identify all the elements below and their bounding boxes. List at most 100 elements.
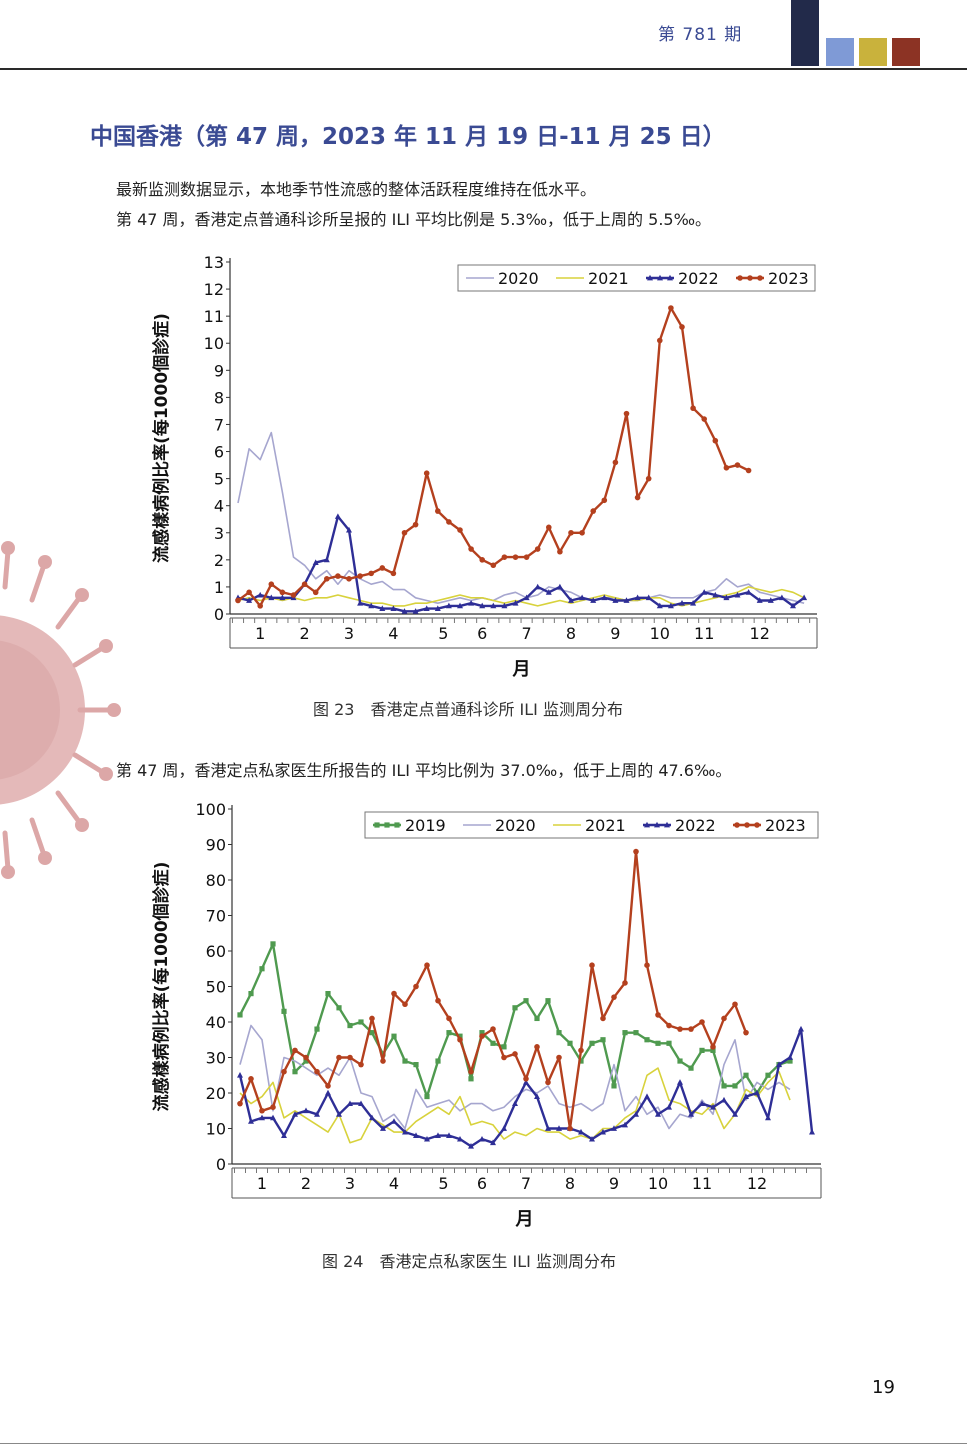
- point-2023: [745, 467, 752, 474]
- point-2019: [688, 1065, 694, 1071]
- point-2022: [259, 1114, 265, 1121]
- month-label: 5: [438, 1174, 448, 1193]
- point-2022: [701, 589, 708, 595]
- point-2022: [622, 1121, 628, 1128]
- point-2022: [434, 605, 441, 611]
- point-2022: [346, 526, 352, 533]
- point-2023: [701, 416, 707, 422]
- point-2023: [325, 1083, 331, 1089]
- point-2023: [259, 1107, 265, 1114]
- point-2023: [369, 1015, 375, 1022]
- point-2022: [754, 1089, 760, 1096]
- point-2023: [324, 576, 330, 582]
- point-2022: [534, 1093, 540, 1099]
- legend-marker-2022: [657, 274, 663, 281]
- point-2023: [290, 592, 297, 598]
- point-2022: [790, 602, 796, 609]
- point-2022: [734, 591, 741, 598]
- series-line-2021: [237, 586, 805, 607]
- point-2023: [380, 1058, 386, 1064]
- point-2022: [677, 1079, 683, 1085]
- point-2022: [279, 594, 286, 601]
- point-2022: [776, 1061, 782, 1067]
- point-2023: [281, 1068, 287, 1075]
- y-tick-label: 10: [206, 1120, 226, 1139]
- point-2019: [292, 1069, 298, 1075]
- point-2022: [545, 1125, 551, 1131]
- series-line-2021: [239, 1067, 791, 1144]
- point-2019: [446, 1030, 452, 1036]
- legend-label-2023: 2023: [765, 816, 806, 835]
- point-2023: [690, 405, 696, 412]
- header-block-red: [892, 38, 920, 66]
- point-2022: [556, 1125, 562, 1131]
- point-2022: [743, 1093, 749, 1099]
- point-2019: [622, 1030, 628, 1036]
- point-2023: [357, 573, 363, 579]
- point-2019: [710, 1047, 716, 1053]
- point-2019: [545, 998, 551, 1004]
- point-2023: [644, 962, 650, 968]
- point-2023: [600, 1015, 606, 1022]
- legend-label-2022: 2022: [675, 816, 716, 835]
- virus-illustration: [0, 541, 121, 879]
- point-2022: [446, 1132, 452, 1138]
- point-2019: [567, 1040, 573, 1046]
- point-2023: [347, 1054, 353, 1061]
- point-2022: [767, 597, 774, 603]
- point-2022: [600, 1128, 606, 1135]
- chart-private-doctor-ili: 流感樣病例比率(每1000個診症) 0 10 20 30 40 50 60 70 80 90 100 1…: [151, 800, 822, 1230]
- point-2022: [523, 594, 530, 601]
- month-label: 12: [750, 624, 770, 643]
- point-2022: [401, 608, 408, 614]
- point-2019: [347, 1022, 353, 1029]
- point-2022: [457, 1135, 463, 1142]
- y-tick-label: 12: [204, 280, 224, 299]
- legend-marker-2023: [737, 275, 743, 281]
- point-2023: [358, 1061, 364, 1068]
- legend-marker-2022: [664, 821, 670, 828]
- y-tick-label: 5: [214, 470, 224, 489]
- point-2023: [623, 410, 630, 417]
- point-2022: [402, 1128, 408, 1135]
- point-2019: [523, 998, 529, 1004]
- point-2019: [787, 1058, 793, 1064]
- point-2023: [435, 508, 441, 514]
- point-2023: [423, 470, 430, 476]
- point-2023: [379, 565, 386, 571]
- y-tick-label: 0: [216, 1155, 226, 1174]
- month-label: 6: [477, 624, 487, 643]
- point-2023: [346, 576, 352, 582]
- point-2023: [268, 581, 275, 588]
- point-2019: [512, 1005, 518, 1011]
- point-2023: [589, 962, 595, 968]
- issue-number: 第 781 期: [658, 25, 743, 45]
- point-2022: [490, 602, 497, 609]
- series-2022: [237, 1025, 815, 1149]
- y-tick-label: 100: [195, 800, 226, 819]
- point-2023: [512, 554, 519, 560]
- point-2022: [523, 1079, 529, 1085]
- point-2022: [270, 1114, 276, 1121]
- point-2022: [512, 599, 519, 606]
- point-2022: [479, 1135, 485, 1142]
- point-2022: [323, 556, 330, 563]
- point-2023: [556, 1054, 562, 1061]
- point-2022: [501, 602, 508, 609]
- legend-marker-2023: [734, 822, 740, 828]
- point-2022: [579, 594, 586, 601]
- point-2022: [765, 1114, 771, 1121]
- point-2022: [756, 597, 763, 603]
- y-tick-label: 2: [214, 551, 224, 570]
- month-label: 11: [692, 1174, 712, 1193]
- point-2022: [379, 605, 386, 611]
- y-tick-label: 13: [204, 253, 224, 272]
- header-block-dark: [791, 0, 819, 66]
- point-2022: [798, 1025, 804, 1032]
- point-2023: [336, 1054, 342, 1061]
- x-axis-label: 月: [512, 659, 531, 680]
- point-2019: [303, 1058, 309, 1064]
- point-2019: [424, 1093, 430, 1100]
- point-2022: [257, 591, 264, 598]
- point-2022: [380, 1125, 386, 1131]
